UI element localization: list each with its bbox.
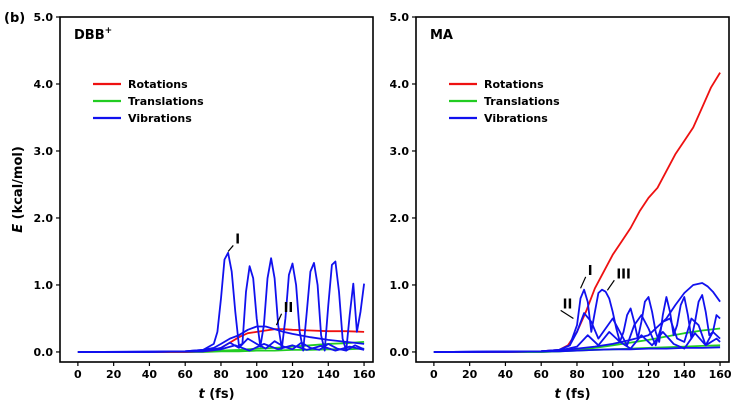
x-axis-label: t (fs) [554,387,590,402]
annotation-label: I [235,232,240,247]
y-tick-label: 4.0 [390,78,410,91]
y-tick-label: 4.0 [34,78,54,91]
legend-label: Rotations [484,78,544,91]
annotation-pointer [580,276,587,289]
series-line-vibrations [433,312,721,353]
series-line-vibrations [77,337,365,353]
panel-dbb: 0 20 40 60 80 100 120 140 160 0.0 1.0 2.0 3.0 4.0 5.0 t… [11,11,376,402]
x-tick-label: 20 [106,368,122,381]
x-tick-label: 100 [601,368,624,381]
legend-label: Translations [484,95,560,108]
legend-label: Vibrations [128,112,192,125]
panel-title: MA [430,28,453,43]
x-axis-symbol: t [198,387,209,402]
y-axis-label: E (kcal/mol) [11,146,26,233]
x-tick-label: 40 [142,368,158,381]
x-axis-label: t (fs) [198,387,234,402]
x-tick-label: 100 [245,368,268,381]
y-axis-symbol: E [11,219,26,232]
x-axis-unit: (fs) [565,387,590,402]
x-tick-label: 120 [281,368,304,381]
x-tick-label: 140 [317,368,340,381]
y-tick-label: 5.0 [34,11,54,24]
x-axis-unit: (fs) [209,387,234,402]
y-tick-label: 5.0 [390,11,410,24]
y-tick-label: 2.0 [390,212,410,225]
x-tick-label: 20 [462,368,478,381]
panel-ma: 0 20 40 60 80 100 120 140 160 0.0 1.0 2.0 3.0 4.0 5.0 t… [390,11,732,402]
x-tick-label: 80 [213,368,229,381]
series-line-vibrations [77,342,365,353]
legend-label: Translations [128,95,204,108]
x-tick-label: 60 [178,368,194,381]
series-line-vibrations [433,282,721,353]
y-tick-label: 0.0 [34,346,54,359]
panel-title-superscript: + [105,26,113,36]
series-group [77,251,365,353]
x-tick-label: 40 [498,368,514,381]
x-tick-label: 120 [637,368,660,381]
legend-label: Vibrations [484,112,548,125]
y-axis-unit: (kcal/mol) [11,146,26,219]
y-tick-label: 3.0 [390,145,410,158]
x-axis-symbol: t [554,387,565,402]
series-line-vibrations [77,325,365,353]
plot-frame [59,16,374,363]
annotation-label: I [588,264,593,279]
y-tick-label: 0.0 [390,346,410,359]
y-tick-label: 2.0 [34,212,54,225]
panel-title-text: DBB [74,28,105,43]
legend-label: Rotations [128,78,188,91]
annotation-pointer [606,279,615,291]
x-tick-label: 60 [534,368,550,381]
series-line-vibrations [433,330,721,353]
series-group [433,72,721,353]
x-tick-label: 80 [569,368,585,381]
plot-frame [415,16,730,363]
series-line-vibrations [433,346,721,353]
figure-label: (b) [4,11,25,26]
annotation-pointer [227,245,234,252]
panel-title: DBB+ [74,26,112,43]
y-tick-label: 3.0 [34,145,54,158]
annotation-label: III [616,267,631,282]
annotation-label: II [284,301,294,316]
annotation-label: II [563,297,573,312]
annotation-pointer [560,309,574,319]
series-line-rotations [433,72,721,353]
x-tick-label: 160 [353,368,376,381]
x-tick-label: 140 [673,368,696,381]
series-line-vibrations [77,251,365,353]
y-tick-label: 1.0 [390,279,410,292]
y-tick-label: 1.0 [34,279,54,292]
x-tick-label: 0 [74,368,82,381]
annotation-pointer [275,313,283,326]
panel-title-text: MA [430,28,453,43]
x-tick-label: 160 [709,368,732,381]
series-line-vibrations [433,288,721,353]
x-tick-label: 0 [430,368,438,381]
